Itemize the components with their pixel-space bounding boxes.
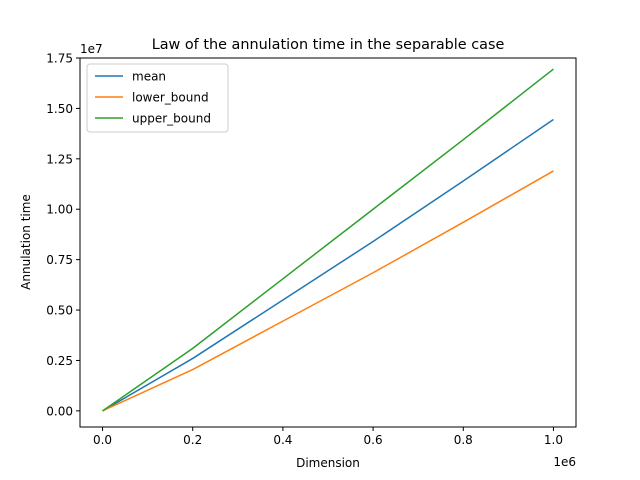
y-tick-label: 1.00 [46,203,73,217]
x-tick-label: 0.8 [454,433,473,447]
y-tick-label: 1.75 [46,52,73,66]
legend: mean lower_bound upper_bound [86,63,229,133]
legend-label-upper-bound: upper_bound [132,112,211,126]
y-ticks: 0.00 0.25 0.50 0.75 1.00 1.25 1.50 1.75 [46,52,80,418]
y-tick-label: 0.75 [46,253,73,267]
plot-frame [79,57,577,428]
legend-label-lower-bound: lower_bound [132,91,209,105]
y-tick-label: 1.50 [46,102,73,116]
legend-label-mean: mean [132,70,166,84]
series-lines [102,68,554,412]
x-tick-label: 0.0 [93,433,112,447]
x-axis-label: Dimension [296,456,360,470]
series-line-upper-bound [102,68,554,412]
y-tick-label: 0.50 [46,304,73,318]
x-ticks: 0.0 0.2 0.4 0.6 0.8 1.0 [93,427,563,447]
x-tick-label: 0.4 [273,433,292,447]
y-tick-label: 1.25 [46,152,73,166]
chart-title: Law of the annulation time in the separa… [152,37,505,53]
x-tick-label: 0.6 [364,433,383,447]
y-offset-label: 1e7 [80,42,103,56]
y-tick-label: 0.25 [46,354,73,368]
series-line-mean [102,118,554,412]
x-tick-label: 0.2 [183,433,202,447]
x-tick-label: 1.0 [544,433,563,447]
y-tick-label: 0.00 [46,404,73,418]
series-line-lower-bound [102,170,554,412]
x-offset-label: 1e6 [553,455,576,469]
y-axis-label: Annulation time [19,194,33,290]
legend-box [86,63,229,133]
